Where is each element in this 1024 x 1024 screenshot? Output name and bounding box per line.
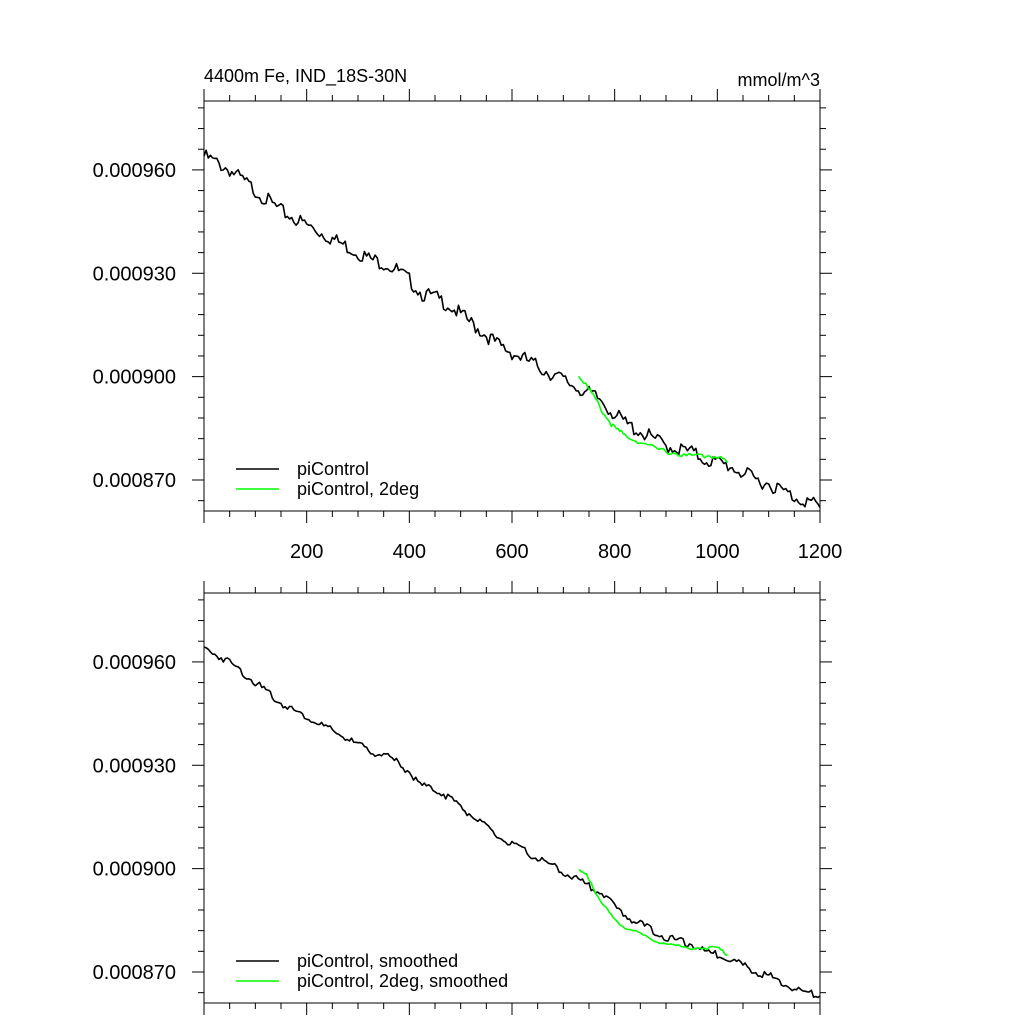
- series-line-picontrol-2deg: [577, 375, 729, 464]
- series-line-picontrol: [203, 149, 821, 508]
- legend-label: piControl: [297, 459, 369, 479]
- y-tick-label: 0.000960: [93, 652, 176, 674]
- series-line-picontrol: [203, 646, 821, 999]
- legend-label: piControl, smoothed: [297, 951, 458, 971]
- y-tick-label: 0.000960: [93, 160, 176, 182]
- x-tick-label: 600: [495, 541, 528, 563]
- plot-frame: [203, 100, 821, 512]
- y-tick-label: 0.000930: [93, 755, 176, 777]
- x-tick-label: 400: [393, 541, 426, 563]
- units-label: mmol/m^3: [738, 70, 820, 90]
- plot-frame: [203, 592, 821, 1004]
- legend-label: piControl, 2deg: [297, 479, 419, 499]
- top-panel: 200 400 600 800 1000 1200 0.000870 0.000900 0.00…: [93, 89, 843, 563]
- x-tick-label: 800: [598, 541, 631, 563]
- x-tick-label: 200: [290, 541, 323, 563]
- series-line-picontrol-2deg: [578, 869, 728, 956]
- y-tick-label: 0.000930: [93, 263, 176, 285]
- legend-label: piControl, 2deg, smoothed: [297, 971, 508, 991]
- bottom-panel: 0.000870 0.000900 0.000930 0.000960 piContro…: [93, 581, 832, 1015]
- y-tick-label: 0.000870: [93, 962, 176, 984]
- y-tick-label: 0.000870: [93, 470, 176, 492]
- y-tick-label: 0.000900: [93, 859, 176, 881]
- x-tick-label: 1200: [798, 541, 843, 563]
- y-tick-label: 0.000900: [93, 367, 176, 389]
- x-tick-label: 1000: [695, 541, 740, 563]
- chart-title: 4400m Fe, IND_18S-30N: [204, 66, 407, 87]
